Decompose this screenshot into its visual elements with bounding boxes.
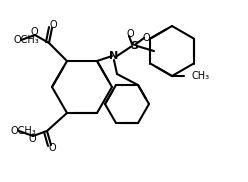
Text: O: O xyxy=(49,20,57,30)
Text: OCH₃: OCH₃ xyxy=(13,35,39,45)
Text: N: N xyxy=(109,51,119,61)
Text: O: O xyxy=(126,29,134,39)
Text: CH₃: CH₃ xyxy=(192,71,210,81)
Text: O: O xyxy=(48,143,56,153)
Text: O: O xyxy=(28,134,36,144)
Text: OCH₃: OCH₃ xyxy=(11,126,37,136)
Text: O: O xyxy=(142,33,150,43)
Text: O: O xyxy=(30,27,38,37)
Text: S: S xyxy=(130,41,138,51)
